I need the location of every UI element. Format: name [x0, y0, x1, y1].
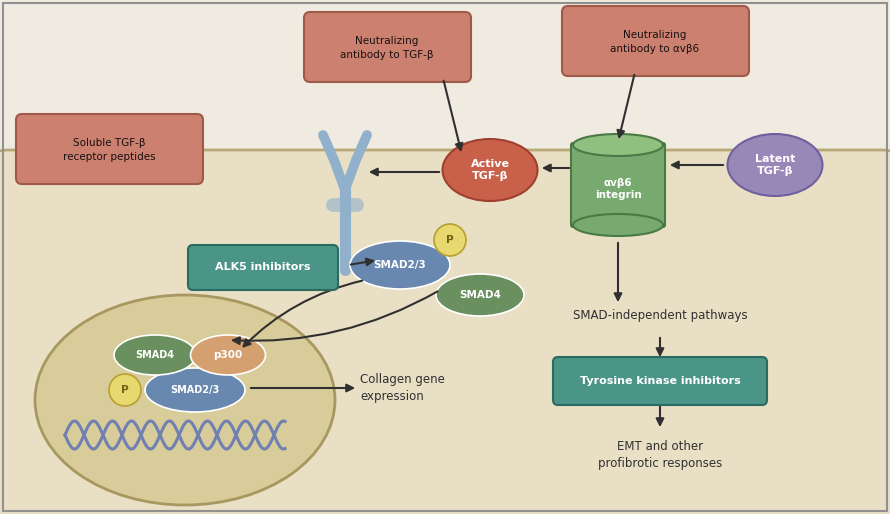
Text: Collagen gene
expression: Collagen gene expression [360, 373, 445, 403]
Text: Neutralizing
antibody to αvβ6: Neutralizing antibody to αvβ6 [611, 30, 700, 53]
Ellipse shape [573, 214, 663, 236]
FancyBboxPatch shape [304, 12, 471, 82]
Ellipse shape [145, 368, 245, 412]
Ellipse shape [573, 134, 663, 156]
FancyBboxPatch shape [0, 150, 890, 514]
Circle shape [109, 374, 141, 406]
Ellipse shape [727, 134, 822, 196]
FancyBboxPatch shape [188, 245, 338, 290]
FancyBboxPatch shape [562, 6, 749, 76]
FancyBboxPatch shape [553, 357, 767, 405]
Ellipse shape [436, 274, 524, 316]
Text: αvβ6
integrin: αvβ6 integrin [595, 178, 642, 200]
Text: Neutralizing
antibody to TGF-β: Neutralizing antibody to TGF-β [340, 36, 433, 60]
Ellipse shape [442, 139, 538, 201]
Text: Active
TGF-β: Active TGF-β [471, 159, 509, 181]
FancyBboxPatch shape [16, 114, 203, 184]
Circle shape [434, 224, 466, 256]
Text: Tyrosine kinase inhibitors: Tyrosine kinase inhibitors [579, 376, 740, 386]
Ellipse shape [114, 335, 196, 375]
Ellipse shape [35, 295, 335, 505]
Text: SMAD4: SMAD4 [135, 350, 174, 360]
Ellipse shape [190, 335, 265, 375]
FancyBboxPatch shape [571, 143, 665, 227]
Text: SMAD-independent pathways: SMAD-independent pathways [572, 308, 748, 321]
Text: SMAD2/3: SMAD2/3 [170, 385, 220, 395]
Text: SMAD2/3: SMAD2/3 [374, 260, 426, 270]
Text: ALK5 inhibitors: ALK5 inhibitors [215, 262, 311, 272]
Text: P: P [121, 385, 129, 395]
Text: EMT and other
profibrotic responses: EMT and other profibrotic responses [598, 439, 722, 470]
Text: p300: p300 [214, 350, 243, 360]
Text: Soluble TGF-β
receptor peptides: Soluble TGF-β receptor peptides [62, 138, 156, 161]
Text: Latent
TGF-β: Latent TGF-β [755, 154, 795, 176]
Ellipse shape [350, 241, 450, 289]
Text: SMAD4: SMAD4 [459, 290, 501, 300]
Text: P: P [446, 235, 454, 245]
